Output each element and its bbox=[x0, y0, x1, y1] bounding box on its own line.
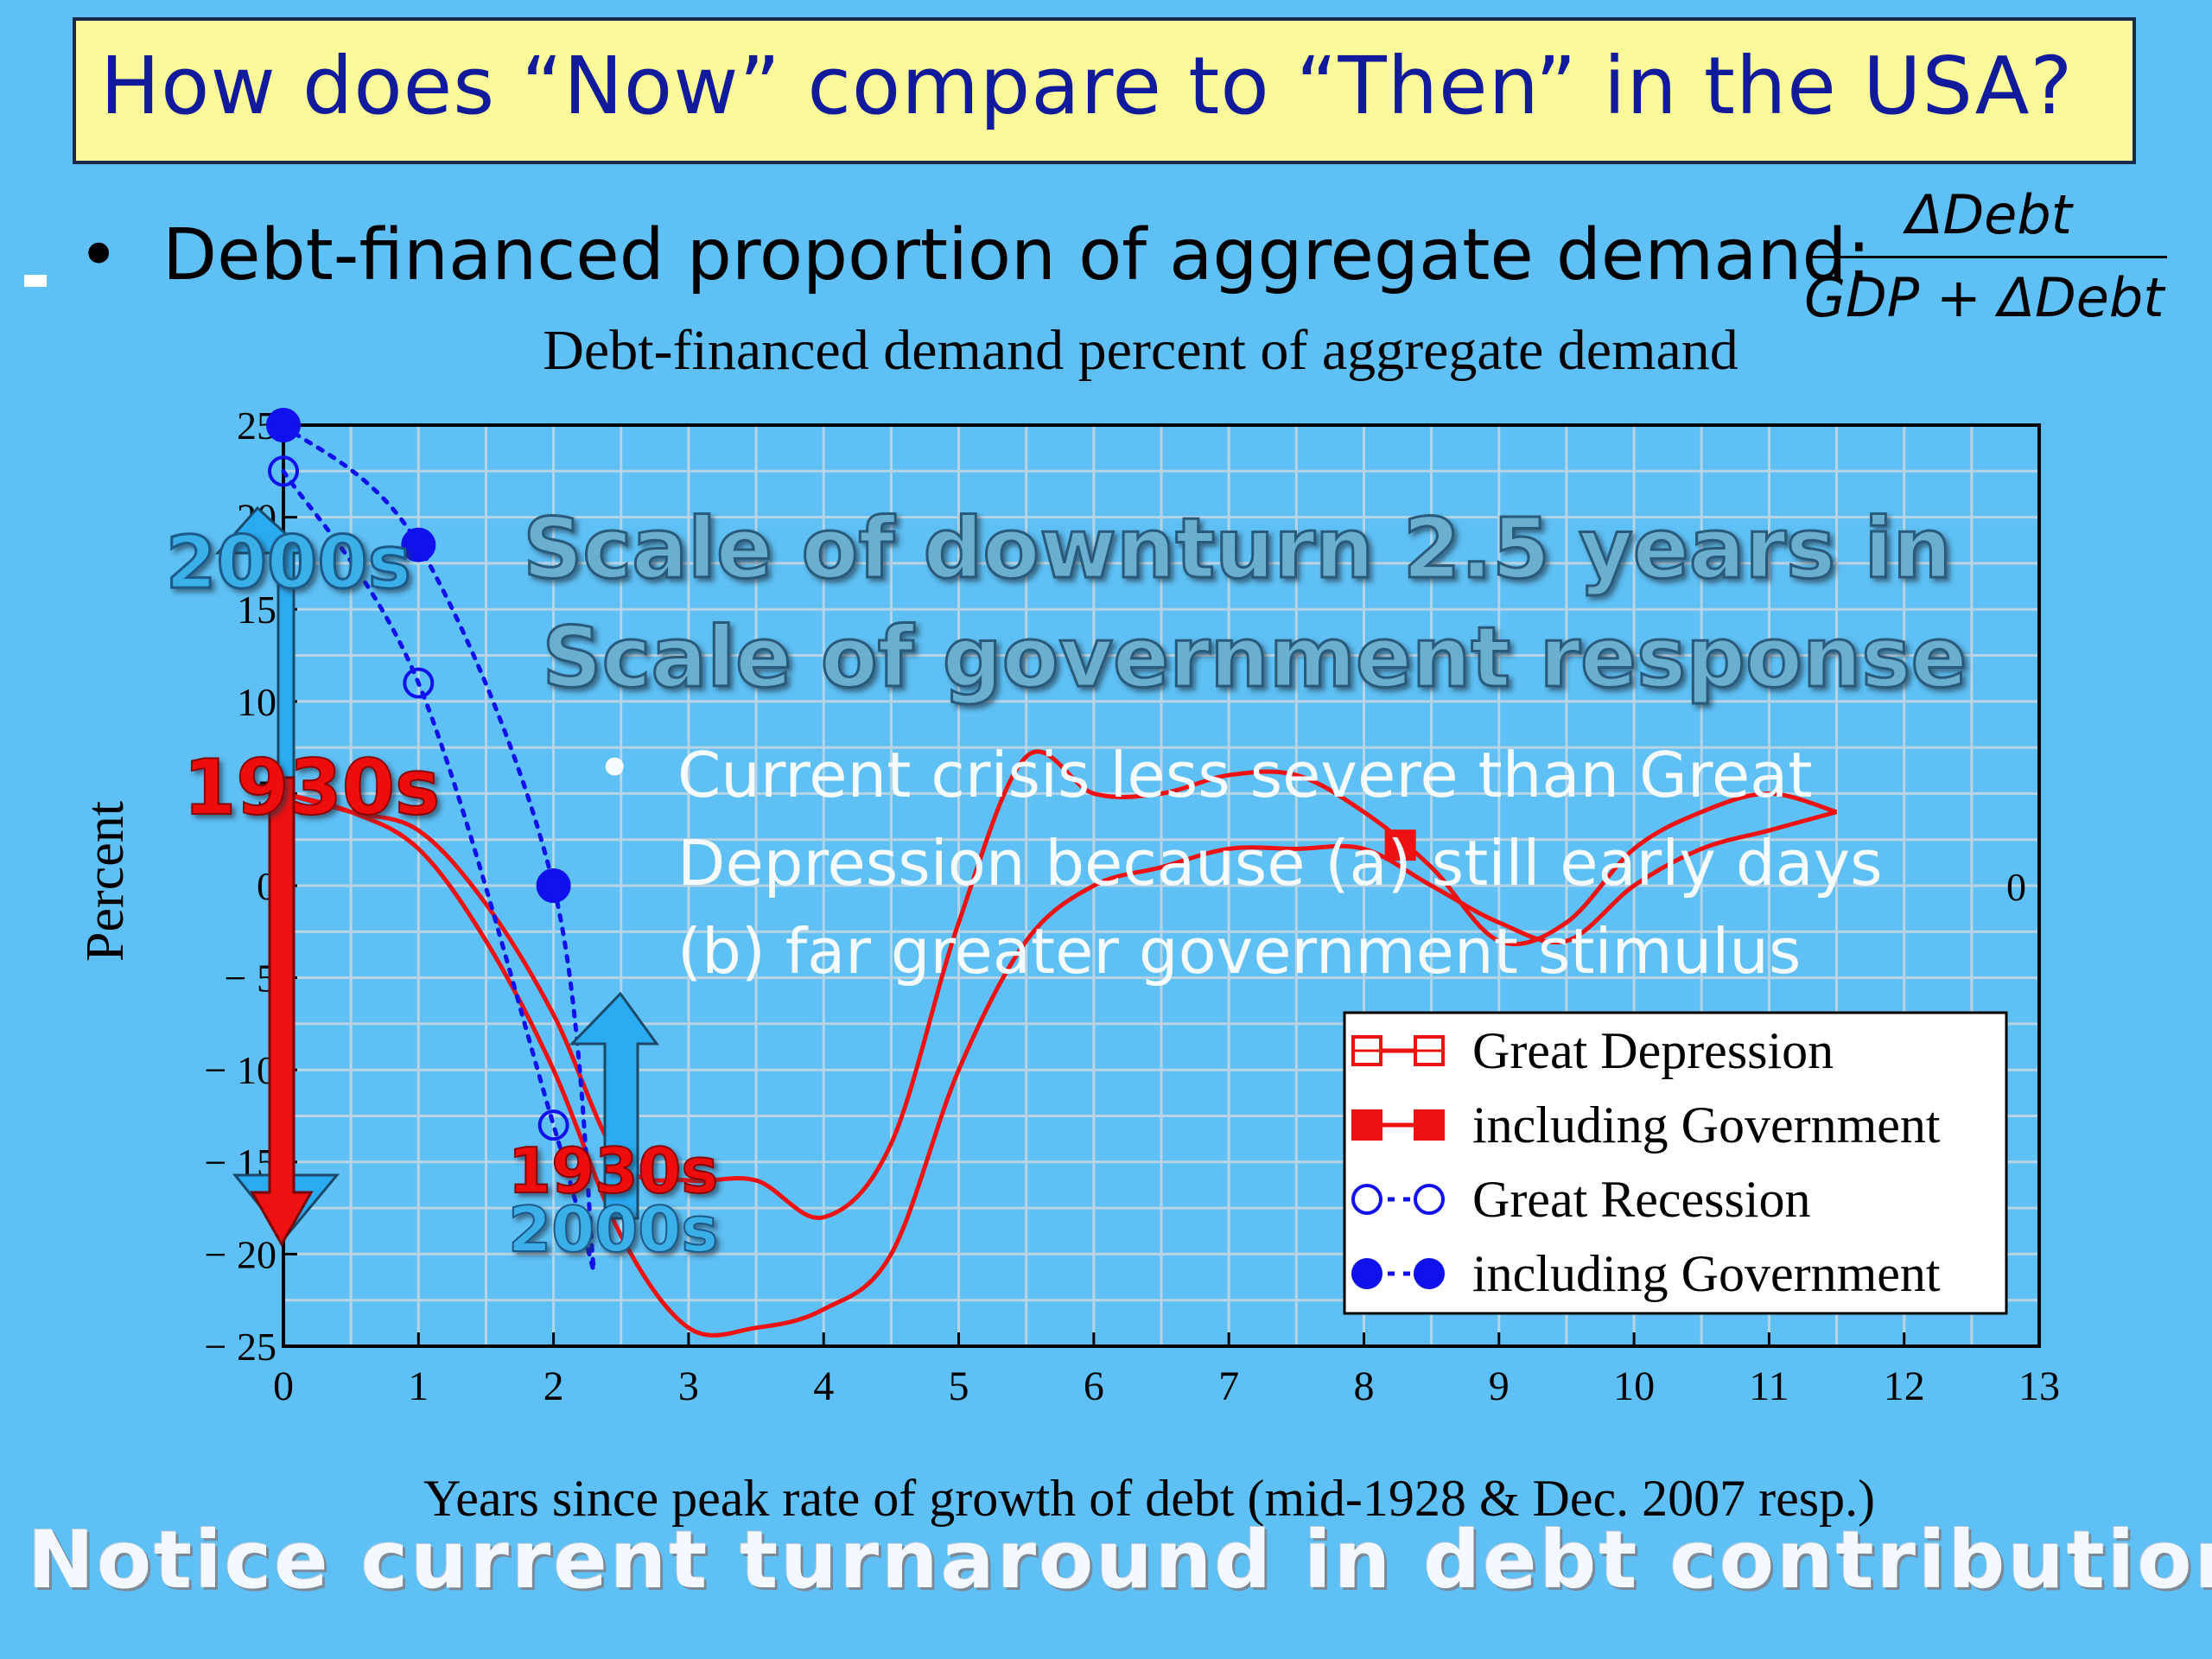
series-line-0 bbox=[283, 749, 1838, 1221]
label-2000s-small: 2000s bbox=[508, 1193, 718, 1266]
y-tick-label: 15 bbox=[237, 588, 276, 632]
x-axis-label: Years since peak rate of growth of debt … bbox=[423, 1470, 1876, 1527]
legend-swatch-marker bbox=[1414, 1258, 1445, 1289]
arrow-small-up bbox=[569, 991, 659, 1220]
data-point-2 bbox=[268, 455, 299, 487]
slide-title: How does “Now” compare to “Then” in the … bbox=[100, 40, 2074, 132]
x-tick-label: 9 bbox=[1489, 1363, 1510, 1409]
label-1930s-left: 1930s bbox=[183, 743, 440, 832]
headline-line-2: Scale of government response bbox=[542, 609, 1967, 706]
x-tick-label: 3 bbox=[678, 1363, 699, 1409]
legend-swatch-marker bbox=[1414, 1109, 1445, 1141]
label-1930s-small: 1930s bbox=[508, 1135, 718, 1207]
note-bullet: • bbox=[596, 732, 632, 804]
chart-legend: Great Depression including Government Grea… bbox=[1343, 1011, 2008, 1315]
headline-line-1: Scale of downturn 2.5 years in bbox=[523, 500, 1952, 597]
series-line-3 bbox=[281, 423, 597, 1275]
formula-numerator: ΔDebt bbox=[1906, 183, 2072, 246]
formula-fraction-bar bbox=[1809, 256, 2167, 258]
formula: ΔDebt GDP + ΔDebt bbox=[1804, 183, 2167, 330]
legend-swatch-marker bbox=[1351, 1109, 1382, 1141]
legend-swatch-marker bbox=[1351, 1258, 1382, 1289]
legend-label: Great Recession bbox=[1472, 1171, 1811, 1228]
x-tick-label: 6 bbox=[1084, 1363, 1104, 1409]
y-tick-label: 10 bbox=[237, 680, 276, 724]
slide-marker bbox=[24, 275, 47, 287]
bullet-text: Debt-financed proportion of aggregate de… bbox=[162, 214, 1872, 296]
y-axis-label: Percent bbox=[76, 801, 135, 962]
arrow-1930s-left bbox=[250, 776, 314, 1248]
legend-label: Great Depression bbox=[1472, 1022, 1834, 1079]
y-tick-label: − 25 bbox=[205, 1325, 276, 1369]
data-point-3 bbox=[536, 868, 571, 903]
formula-denominator: GDP + ΔDebt bbox=[1804, 266, 2164, 329]
data-point-2 bbox=[537, 1109, 569, 1141]
x-tick-label: 4 bbox=[813, 1363, 834, 1409]
legend-box bbox=[1343, 1011, 2008, 1315]
note-line-3: (b) far greater government stimulus bbox=[677, 915, 1801, 988]
legend-label: including Government bbox=[1472, 1096, 1941, 1154]
series-line-1 bbox=[283, 791, 1838, 1338]
chart-title: Debt-financed demand percent of aggregat… bbox=[543, 319, 1738, 382]
x-tick-label: 7 bbox=[1218, 1363, 1239, 1409]
x-tick-label: 1 bbox=[408, 1363, 429, 1409]
note-line-1: Current crisis less severe than Great bbox=[677, 739, 1813, 811]
series-line-2 bbox=[281, 468, 597, 1275]
right-axis-label: 0 bbox=[2006, 865, 2026, 909]
legend-label: including Government bbox=[1472, 1245, 1941, 1302]
y-tick-label: − 10 bbox=[205, 1048, 276, 1092]
x-tick-label: 11 bbox=[1749, 1363, 1789, 1409]
bullet-dot: • bbox=[78, 214, 120, 296]
crisis-note: • Current crisis less severe than Great … bbox=[596, 732, 1883, 988]
x-tick-label: 2 bbox=[543, 1363, 564, 1409]
x-tick-label: 8 bbox=[1353, 1363, 1374, 1409]
footer-note: Notice current turnaround in debt contri… bbox=[27, 1514, 2212, 1606]
x-tick-label: 13 bbox=[2018, 1363, 2060, 1409]
y-tick-label: − 20 bbox=[205, 1232, 276, 1276]
data-point-square bbox=[1384, 830, 1416, 861]
series-layer bbox=[266, 408, 1838, 1338]
title-box: How does “Now” compare to “Then” in the … bbox=[73, 17, 2136, 164]
x-tick-label: 12 bbox=[1884, 1363, 1925, 1409]
label-2000s-left: 2000s bbox=[166, 520, 411, 605]
data-point-3 bbox=[266, 408, 301, 442]
x-tick-label: 5 bbox=[949, 1363, 969, 1409]
legend-swatch-marker bbox=[1414, 1184, 1445, 1215]
x-tick-label: 0 bbox=[273, 1363, 294, 1409]
data-point-2 bbox=[403, 667, 435, 699]
x-tick-label: 10 bbox=[1613, 1363, 1655, 1409]
data-point-3 bbox=[401, 527, 436, 563]
legend-swatch-marker bbox=[1351, 1184, 1382, 1215]
y-tick-label: − 5 bbox=[225, 957, 276, 1001]
note-line-2: Depression because (a) still early days bbox=[677, 827, 1883, 899]
